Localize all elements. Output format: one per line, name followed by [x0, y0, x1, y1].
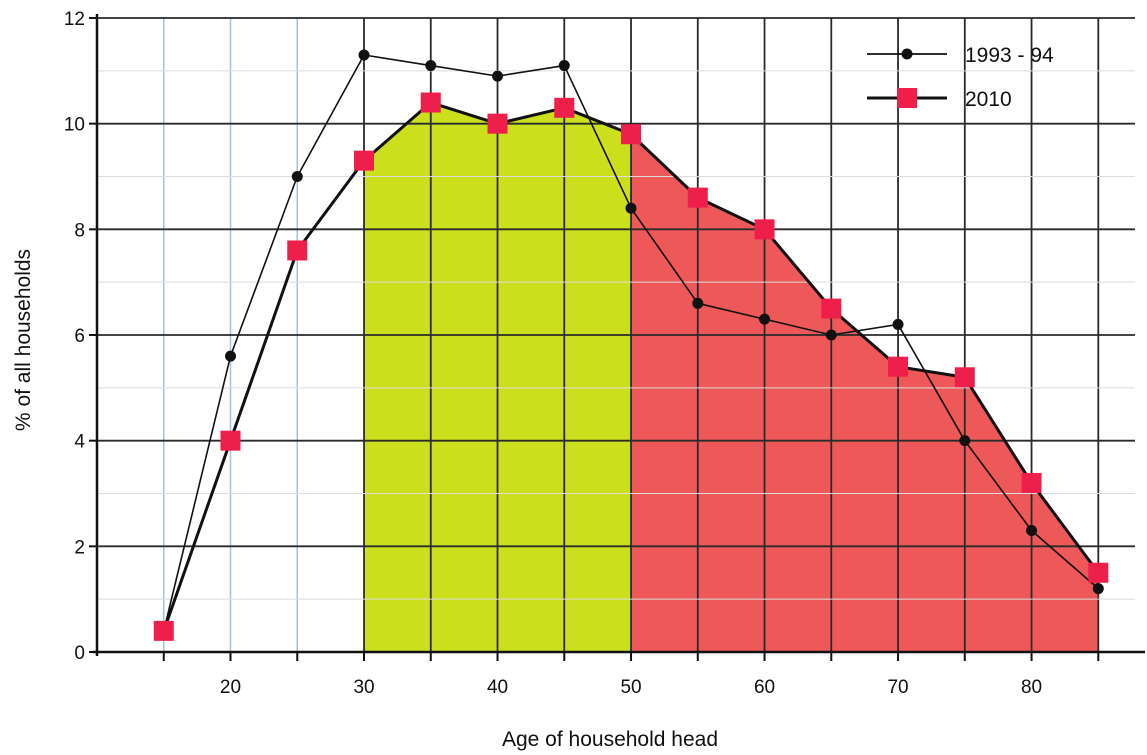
legend: 1993 - 94 2010 — [867, 44, 1054, 111]
y-tick-label-0: 0 — [74, 643, 85, 664]
point-1993-94-55 — [692, 297, 704, 309]
point-2010-35 — [420, 92, 441, 113]
legend-item-1993-94: 1993 - 94 — [867, 44, 1054, 67]
data-series — [153, 49, 1109, 641]
y-tick-label-2: 2 — [74, 537, 85, 558]
point-1993-94-30 — [358, 49, 370, 61]
point-1993-94-45 — [558, 60, 570, 72]
point-2010-80 — [1021, 472, 1042, 493]
series-1993-94 — [158, 49, 1104, 637]
y-tick-label-12: 12 — [64, 9, 85, 30]
point-2010-45 — [554, 97, 575, 118]
shaded-region-2 — [631, 134, 1099, 652]
legend-label-1993-94: 1993 - 94 — [965, 44, 1054, 67]
axes — [89, 14, 1145, 661]
point-2010-15 — [153, 620, 174, 641]
x-tick-label-40: 40 — [487, 677, 508, 698]
point-1993-94-40 — [492, 70, 504, 82]
legend-marker-2010 — [897, 88, 917, 108]
x-tick-label-30: 30 — [353, 677, 374, 698]
legend-item-2010: 2010 — [867, 88, 1012, 111]
y-tick-label-4: 4 — [74, 432, 85, 453]
x-tick-label-20: 20 — [220, 677, 241, 698]
point-1993-94-50 — [625, 202, 637, 214]
y-tick-label-8: 8 — [74, 220, 85, 241]
point-2010-25 — [287, 240, 308, 261]
point-1993-94-25 — [291, 171, 303, 182]
point-1993-94-85 — [1092, 583, 1104, 595]
point-1993-94-75 — [959, 435, 971, 447]
point-1993-94-65 — [825, 329, 837, 341]
x-tick-label-70: 70 — [887, 677, 908, 698]
y-axis-title: % of all households — [12, 249, 35, 431]
point-1993-94-70 — [892, 318, 904, 330]
legend-marker-1993-94 — [901, 48, 913, 60]
tick-labels: 0 2 4 6 8 10 12 20 30 40 50 60 70 80 — [64, 9, 1042, 698]
x-axis-title: Age of household head — [502, 728, 718, 751]
point-2010-30 — [354, 150, 375, 171]
y-tick-label-6: 6 — [74, 326, 85, 347]
x-tick-label-80: 80 — [1021, 677, 1042, 698]
gridlines — [97, 17, 1135, 652]
point-2010-50 — [621, 124, 642, 145]
point-1993-94-35 — [425, 60, 437, 72]
legend-label-2010: 2010 — [965, 88, 1012, 111]
point-2010-60 — [754, 219, 775, 240]
point-2010-75 — [954, 367, 975, 388]
point-2010-85 — [1088, 562, 1109, 583]
point-2010-65 — [821, 298, 842, 319]
x-tick-label-50: 50 — [620, 677, 641, 698]
point-1993-94-20 — [225, 350, 237, 362]
y-tick-label-10: 10 — [64, 115, 85, 136]
point-2010-55 — [687, 187, 708, 208]
x-tick-label-60: 60 — [754, 677, 775, 698]
shaded-regions — [364, 102, 1099, 653]
point-2010-40 — [487, 113, 508, 134]
point-1993-94-80 — [1026, 524, 1038, 536]
point-1993-94-60 — [759, 313, 771, 325]
series-2010 — [153, 92, 1109, 641]
point-2010-70 — [888, 356, 909, 377]
point-2010-20 — [220, 430, 241, 451]
